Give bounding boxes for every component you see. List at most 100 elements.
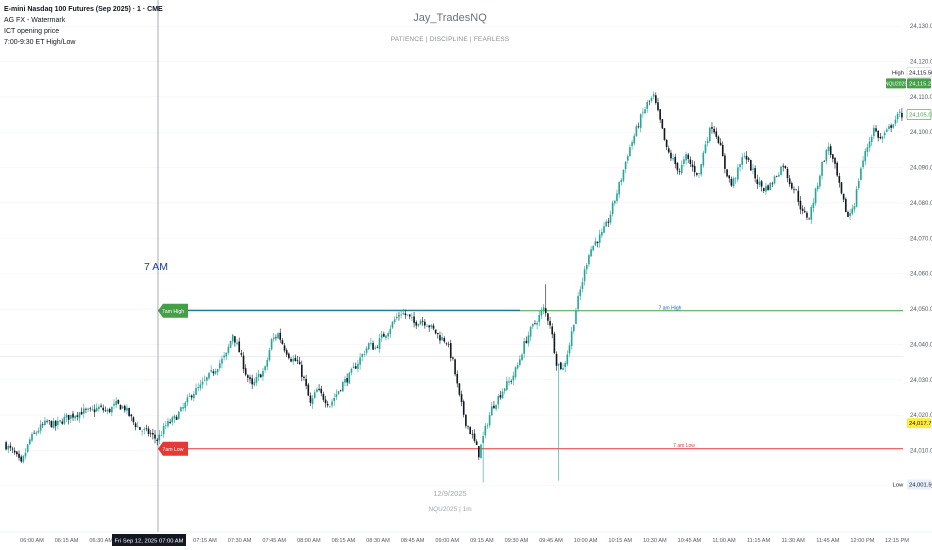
candle-body <box>393 319 396 323</box>
candle-body <box>724 155 726 169</box>
candle-body <box>180 407 182 412</box>
candle-body <box>449 343 452 358</box>
price-tick-label: 24,010.00 <box>910 448 932 454</box>
candle-body <box>622 169 625 181</box>
candle-body <box>726 169 728 177</box>
candle-body <box>613 200 616 204</box>
candle-body <box>901 112 903 118</box>
indicator-ict-opening-price[interactable]: ICT opening price <box>4 28 60 35</box>
candle-body <box>372 343 374 350</box>
price-tick-label: 24,120.00 <box>910 60 932 66</box>
candle-body <box>823 161 826 162</box>
time-tick-label: 06:15 AM <box>55 538 79 544</box>
candle-body <box>108 409 111 413</box>
candle-body <box>342 382 344 392</box>
candle-body <box>734 178 737 180</box>
candle-body <box>590 249 592 257</box>
candle-body <box>702 152 705 166</box>
candle-body <box>508 381 510 383</box>
candle-body <box>225 352 228 357</box>
candle-body <box>844 198 847 213</box>
candle-body <box>883 132 886 136</box>
candle-body <box>264 366 266 371</box>
candle-body <box>162 426 165 435</box>
candle-body <box>460 394 463 403</box>
candle-body <box>540 310 543 316</box>
candle-body <box>292 358 295 362</box>
candle-body <box>626 156 629 161</box>
candle-body <box>11 448 14 450</box>
candle-body <box>881 136 884 139</box>
candle-body <box>672 158 674 160</box>
candle-body <box>91 408 94 410</box>
candle-body <box>190 395 193 398</box>
candle-body <box>80 411 83 415</box>
candle-body <box>708 127 711 142</box>
session-high-label: High <box>892 70 904 76</box>
candle-body <box>216 369 219 373</box>
symbol-title[interactable]: E-mini Nasdaq 100 Futures (Sep 2025) · 1… <box>4 6 163 13</box>
candle-body <box>482 436 484 444</box>
candle-body <box>184 402 187 409</box>
candle-body <box>560 362 562 370</box>
candle-body <box>186 397 189 403</box>
candle-body <box>434 329 437 334</box>
candle-body <box>430 324 433 328</box>
candle-body <box>611 202 614 215</box>
time-tick-label: 08:30 AM <box>366 538 390 544</box>
candle-body <box>661 119 664 129</box>
time-tick-label: 06:00 AM <box>20 538 44 544</box>
time-tick-label: 08:00 AM <box>297 538 321 544</box>
candle-body <box>700 164 702 175</box>
seven-am-high-tag <box>158 303 188 318</box>
candle-body <box>894 119 897 124</box>
candle-body <box>234 336 236 343</box>
time-tick-label: 11:30 AM <box>782 538 806 544</box>
candle-body <box>866 147 869 152</box>
marker-price-text: 24,017.75 <box>909 421 932 427</box>
candle-body <box>633 135 636 144</box>
candle-body <box>52 420 55 429</box>
candle-body <box>873 127 875 137</box>
candle-body <box>885 129 888 132</box>
candle-body <box>644 109 646 114</box>
candle-body <box>436 333 439 335</box>
candle-body <box>657 102 659 111</box>
candle-body <box>719 142 722 146</box>
candle-body <box>601 232 603 236</box>
candle-body <box>262 370 264 377</box>
session-low-label: Low <box>893 483 904 489</box>
candle-body <box>469 426 472 435</box>
candle-body <box>795 189 797 191</box>
candle-body <box>462 401 465 415</box>
candle-body <box>475 441 478 445</box>
indicator-session-high-low[interactable]: 7:00-9:30 ET High/Low <box>4 39 76 46</box>
candle-body <box>134 423 137 428</box>
indicator-watermark[interactable]: AG FX - Watermark <box>4 17 66 24</box>
price-tick-label: 24,110.00 <box>910 95 932 101</box>
candle-body <box>588 255 590 265</box>
candle-body <box>132 417 135 423</box>
candle-body <box>398 315 400 317</box>
candle-body <box>167 421 169 427</box>
candle-body <box>756 179 759 185</box>
candle-body <box>585 265 588 270</box>
candle-body <box>836 162 838 176</box>
candle-body <box>480 444 482 459</box>
candle-body <box>46 420 48 422</box>
price-tick-label: 24,100.00 <box>910 130 932 136</box>
candle-body <box>98 406 100 409</box>
candle-body <box>31 434 33 441</box>
candle-body <box>769 182 772 191</box>
candle-body <box>352 366 355 369</box>
candle-body <box>478 446 480 458</box>
candle-body <box>853 206 856 210</box>
low-line-text: 7 am Low <box>673 443 695 449</box>
candle-body <box>648 100 651 102</box>
candle-body <box>404 313 407 316</box>
candle-body <box>691 164 694 167</box>
candle-body <box>354 366 357 369</box>
candle-body <box>689 159 692 164</box>
candle-body <box>283 345 286 351</box>
